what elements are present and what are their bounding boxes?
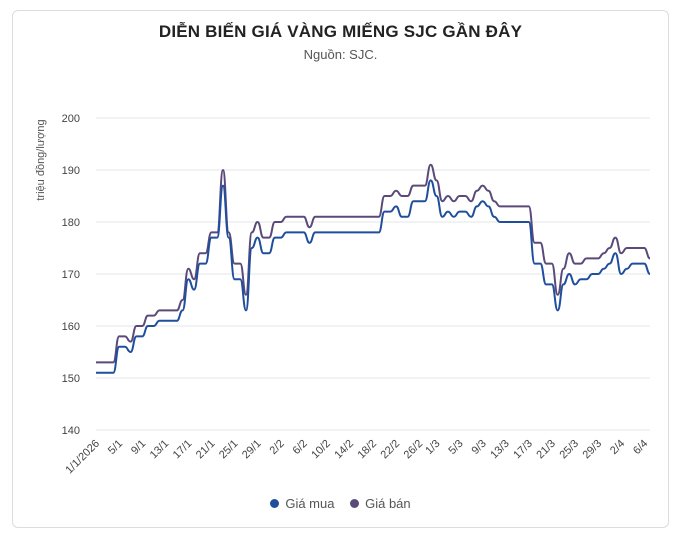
- series-lines: [96, 163, 651, 374]
- x-tick-label: 9/1: [129, 438, 148, 457]
- y-tick-label: 190: [62, 165, 80, 177]
- legend-marker-sell: [350, 499, 360, 508]
- y-tick-label: 180: [62, 217, 80, 229]
- y-tick-label: 140: [62, 425, 80, 437]
- x-tick-label: 5/1: [106, 438, 125, 457]
- x-tick-label: 1/3: [423, 438, 442, 457]
- legend-label-sell: Giá bán: [365, 496, 411, 511]
- x-tick-label: 13/3: [488, 438, 512, 462]
- x-tick-label: 6/2: [291, 438, 310, 457]
- x-tick-label: 1/1/2026: [63, 438, 102, 477]
- x-tick-label: 2/2: [267, 438, 286, 457]
- y-axis-label: triệu đồng/lượng: [35, 119, 47, 200]
- x-tick-label: 21/3: [534, 438, 558, 462]
- chart-subtitle: Nguồn: SJC.: [303, 47, 378, 62]
- y-tick-label: 150: [62, 373, 80, 385]
- x-tick-label: 26/2: [402, 438, 426, 462]
- legend: Giá mua Giá bán: [0, 496, 681, 511]
- y-tick-label: 170: [62, 269, 80, 281]
- x-tick-label: 21/1: [194, 438, 218, 462]
- x-tick-label: 17/1: [171, 438, 195, 462]
- y-tick-labels: 140 150 160 170 180 190 200: [62, 113, 80, 437]
- x-tick-label: 17/3: [511, 438, 535, 462]
- x-tick-label: 22/2: [379, 438, 403, 462]
- grid-lines: [96, 117, 650, 431]
- x-tick-label: 2/4: [608, 438, 627, 457]
- chart-card: [12, 10, 669, 528]
- x-tick-label: 14/2: [332, 438, 356, 462]
- x-tick-label: 18/2: [355, 438, 379, 462]
- series-line-sell: [96, 163, 651, 364]
- x-tick-label: 9/3: [469, 438, 488, 457]
- x-tick-labels: 1/1/2026 5/1 9/1 13/1 17/1 21/1 25/1 29/1 2/2 6/2…: [63, 438, 650, 477]
- y-tick-label: 200: [62, 113, 80, 125]
- x-tick-label: 29/3: [581, 438, 605, 462]
- series-line-buy: [96, 179, 651, 374]
- x-tick-label: 10/2: [309, 438, 333, 462]
- x-tick-label: 13/1: [148, 438, 172, 462]
- legend-marker-buy: [270, 499, 280, 508]
- y-tick-label: 160: [62, 321, 80, 333]
- x-tick-label: 25/1: [217, 438, 241, 462]
- legend-label-buy: Giá mua: [285, 496, 335, 511]
- chart-title: DIỄN BIẾN GIÁ VÀNG MIẾNG SJC GẦN ĐÂY: [158, 22, 523, 41]
- x-tick-label: 25/3: [557, 438, 581, 462]
- legend-item-buy[interactable]: Giá mua: [270, 496, 334, 511]
- x-tick-label: 5/3: [446, 438, 465, 457]
- x-tick-label: 6/4: [631, 438, 650, 457]
- legend-item-sell[interactable]: Giá bán: [350, 496, 411, 511]
- x-tick-label: 29/1: [240, 438, 264, 462]
